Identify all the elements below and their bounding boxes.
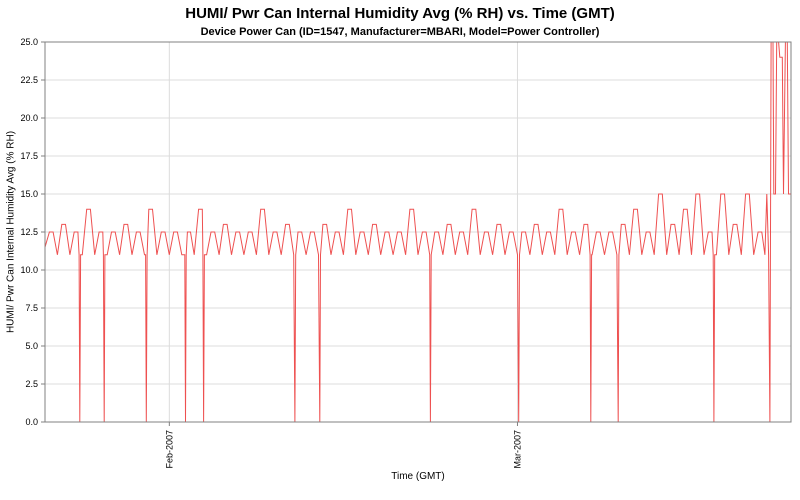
x-axis: Feb-2007 Mar-2007 [164,422,522,469]
y-tick-label: 12.5 [20,227,38,237]
chart-title: HUMI/ Pwr Can Internal Humidity Avg (% R… [185,5,615,22]
x-tick-label: Mar-2007 [512,430,522,469]
gridlines [45,41,791,423]
y-tick-label: 15.0 [20,189,38,199]
y-tick-label: 17.5 [20,151,38,161]
x-axis-title: Time (GMT) [391,471,445,482]
chart-subtitle: Device Power Can (ID=1547, Manufacturer=… [200,26,600,38]
y-tick-label: 0.0 [25,417,38,427]
y-tick-label: 20.0 [20,113,38,123]
series-line [44,41,791,423]
y-tick-label: 5.0 [25,341,38,351]
y-tick-label: 22.5 [20,75,38,85]
y-axis-title: HUMI/ Pwr Can Internal Humidity Avg (% R… [5,130,17,334]
y-axis: 0.0 2.5 5.0 7.5 10.0 12.5 15.0 17.5 20.0 22.5 25.0 [20,37,45,427]
y-tick-label: 10.0 [20,265,38,275]
y-tick-label: 7.5 [25,303,38,313]
y-tick-label: 25.0 [20,37,38,47]
x-tick-label: Feb-2007 [164,430,174,469]
y-tick-label: 2.5 [25,379,38,389]
humidity-series [44,41,791,423]
